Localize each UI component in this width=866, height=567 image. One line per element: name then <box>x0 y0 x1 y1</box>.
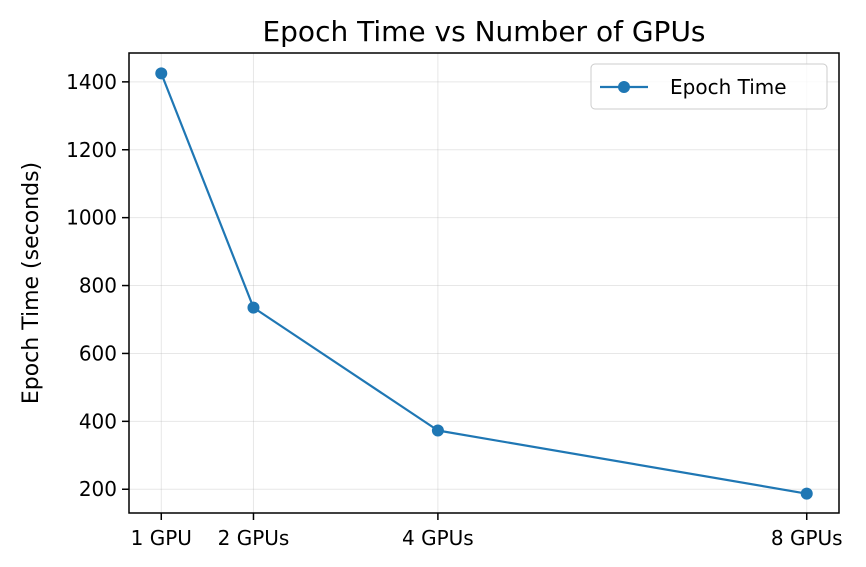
y-tick-label: 400 <box>79 409 117 433</box>
series-layer <box>155 67 813 500</box>
y-axis-ticks: 200 400 600 800 1000 1200 1400 <box>66 70 129 501</box>
x-tick-label: 8 GPUs <box>771 526 843 550</box>
y-tick-label: 1000 <box>66 206 117 230</box>
y-tick-label: 1400 <box>66 70 117 94</box>
y-tick-label: 600 <box>79 341 117 365</box>
y-tick-label: 200 <box>79 477 117 501</box>
data-point <box>155 67 168 80</box>
chart-title: Epoch Time vs Number of GPUs <box>262 15 705 48</box>
series-line <box>160 72 808 495</box>
legend-box <box>590 63 828 110</box>
data-point <box>247 301 260 314</box>
data-point <box>800 487 813 500</box>
data-point <box>431 424 444 437</box>
x-tick-label: 4 GPUs <box>402 526 474 550</box>
y-tick-label: 800 <box>79 274 117 298</box>
legend-label: Epoch Time <box>670 75 787 99</box>
y-axis-label: Epoch Time (seconds) <box>19 162 44 404</box>
legend-marker-swatch <box>618 81 630 93</box>
x-tick-label: 2 GPUs <box>218 526 290 550</box>
x-tick-label: 1 GPU <box>131 526 192 550</box>
legend: Epoch Time <box>590 63 828 110</box>
grid <box>129 53 839 513</box>
y-tick-label: 1200 <box>66 138 117 162</box>
plot-area-frame <box>128 52 840 514</box>
x-axis-ticks: 1 GPU 2 GPUs 4 GPUs 8 GPUs <box>131 513 843 550</box>
